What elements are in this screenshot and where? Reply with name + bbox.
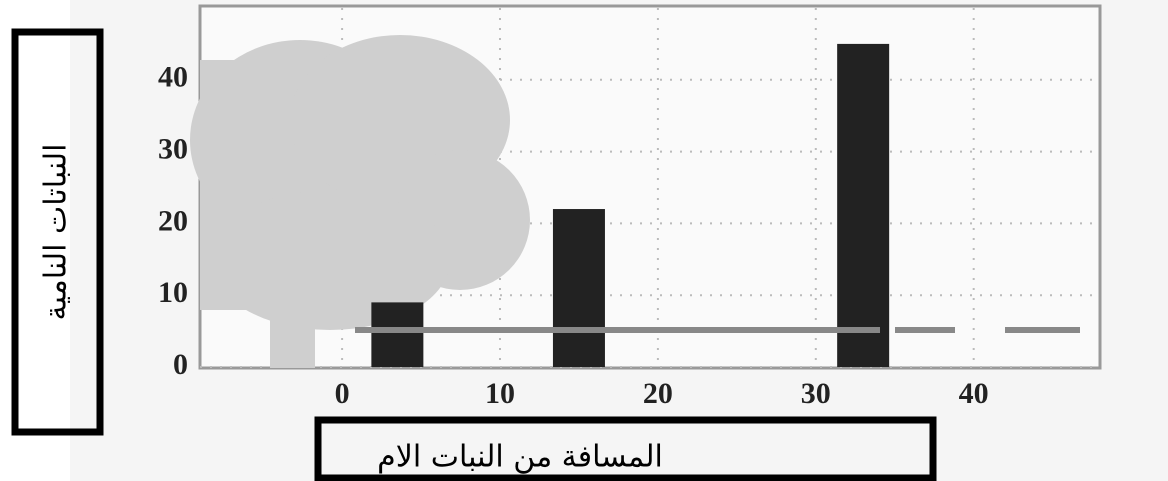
y-tick-label: 10 [158, 276, 188, 309]
bar [553, 209, 605, 367]
y-axis-label: النباتات النامية [39, 144, 74, 321]
x-tick-label: 40 [959, 377, 989, 410]
x-tick-label: 10 [485, 377, 515, 410]
x-tick-label: 0 [335, 377, 350, 410]
bar [371, 302, 423, 367]
x-tick-label: 30 [801, 377, 831, 410]
bar [837, 44, 889, 367]
y-tick-label: 0 [173, 348, 188, 381]
x-tick-label: 20 [643, 377, 673, 410]
y-tick-label: 20 [158, 204, 188, 237]
x-axis-label: المسافة من النبات الام [377, 440, 663, 475]
y-tick-label: 40 [158, 61, 188, 94]
y-tick-label: 30 [158, 132, 188, 165]
chart: النباتات النامية المسافة من النبات الام … [0, 0, 1168, 481]
